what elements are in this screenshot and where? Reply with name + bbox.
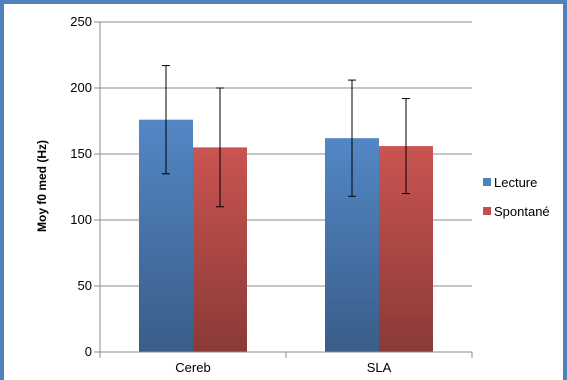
y-axis-title: Moy f0 med (Hz) xyxy=(35,140,49,232)
y-tick-label: 250 xyxy=(70,14,92,29)
x-tick-labels: Cereb SLA xyxy=(175,360,391,375)
x-tick-label: SLA xyxy=(367,360,392,375)
axes xyxy=(94,21,473,358)
legend-swatch-lecture xyxy=(483,178,491,186)
error-bars xyxy=(162,65,410,208)
y-tick-label: 100 xyxy=(70,212,92,227)
y-tick-label: 200 xyxy=(70,80,92,95)
legend: Lecture Spontané xyxy=(483,175,550,219)
legend-swatch-spontané xyxy=(483,207,491,215)
legend-label: Lecture xyxy=(494,175,537,190)
y-tick-label: 150 xyxy=(70,146,92,161)
y-tick-label: 0 xyxy=(85,344,92,359)
y-tick-labels: 0 50 100 150 200 250 xyxy=(70,14,92,359)
x-tick-label: Cereb xyxy=(175,360,210,375)
y-tick-label: 50 xyxy=(78,278,92,293)
bars xyxy=(139,119,433,353)
legend-label: Spontané xyxy=(494,204,550,219)
